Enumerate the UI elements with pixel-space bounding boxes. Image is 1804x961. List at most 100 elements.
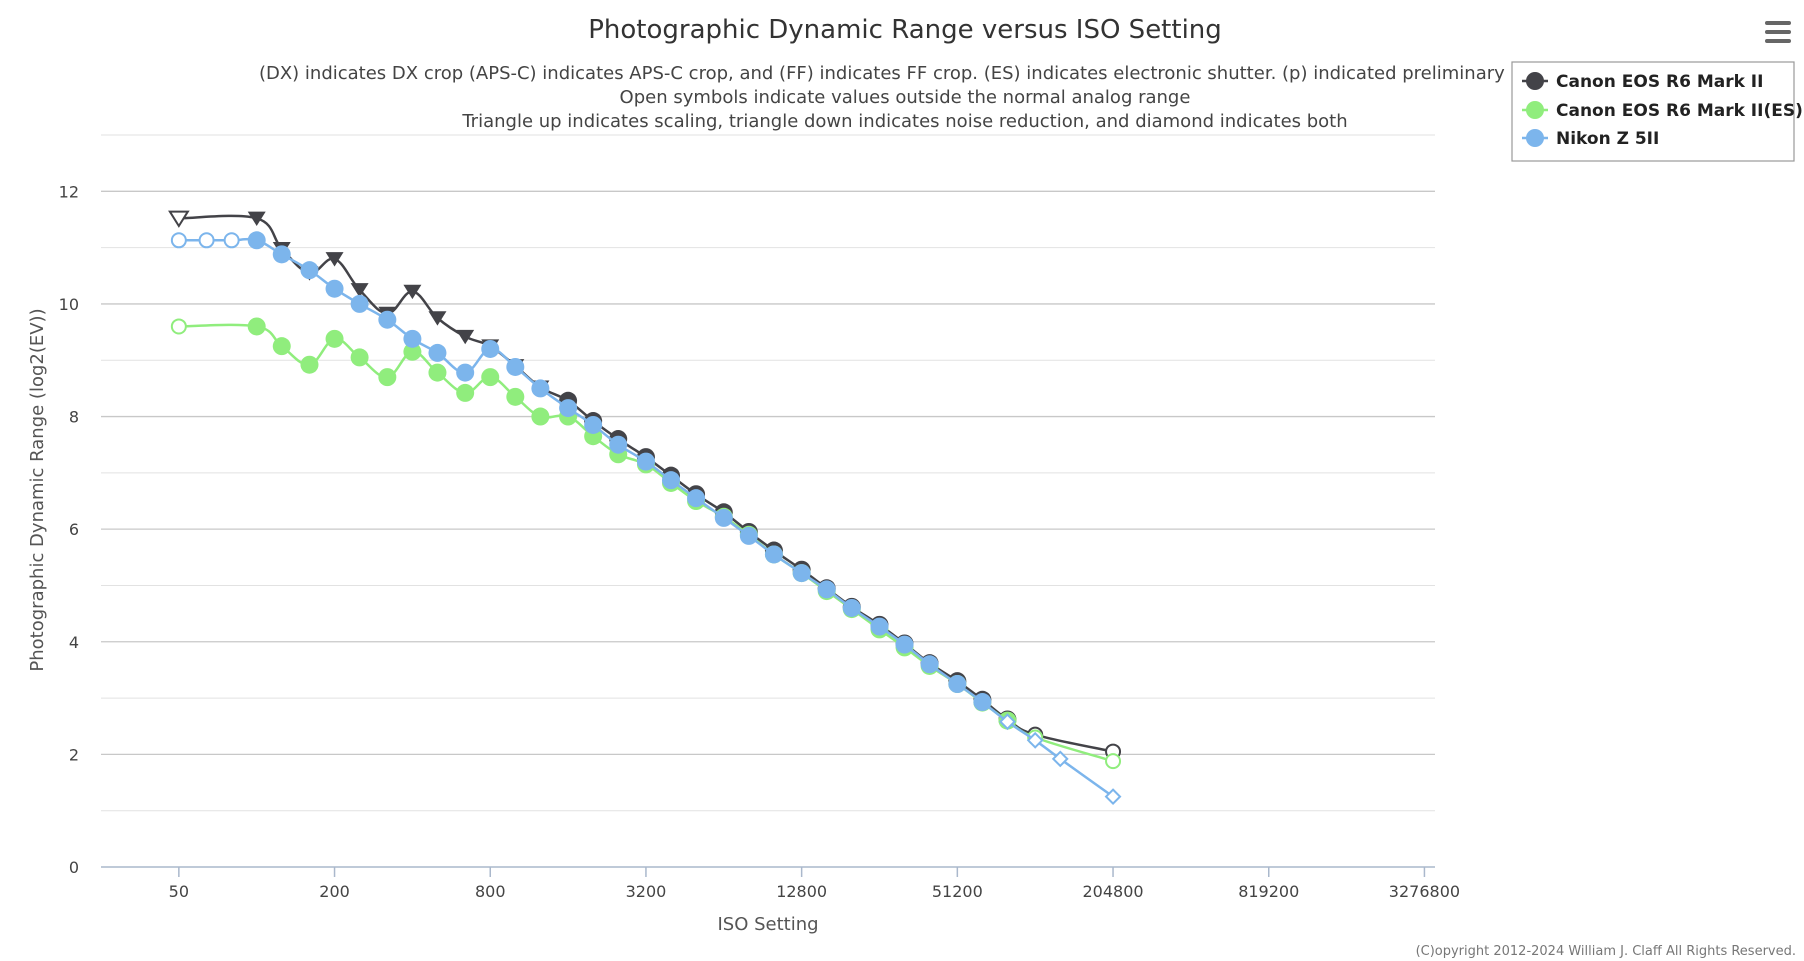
data-point (247, 211, 266, 226)
data-point (428, 363, 447, 382)
data-point (1104, 788, 1122, 806)
data-point (531, 407, 550, 426)
data-point (792, 564, 811, 583)
x-tick-label: 12800 (776, 882, 827, 901)
data-point (764, 545, 783, 564)
data-point (714, 508, 733, 527)
data-point (300, 355, 319, 374)
data-point (456, 383, 475, 402)
y-tick-label: 10 (59, 295, 79, 314)
data-point (636, 452, 655, 471)
data-point (870, 617, 889, 636)
data-point (920, 655, 939, 674)
data-point (481, 368, 500, 387)
data-point (403, 342, 422, 361)
x-tick-label: 51200 (932, 882, 983, 901)
data-point (403, 284, 422, 300)
chart-title: Photographic Dynamic Range versus ISO Se… (588, 15, 1222, 45)
data-point (325, 252, 344, 267)
data-point (973, 693, 992, 712)
data-point (999, 713, 1016, 731)
data-point (198, 232, 215, 249)
data-point (428, 311, 447, 326)
data-point (247, 231, 266, 250)
hamburger-menu-icon[interactable] (1763, 18, 1793, 48)
legend-item-canon-eos-r6-mark-ii-es[interactable]: Canon EOS R6 Mark II(ES) (1522, 101, 1803, 121)
legend-marker (1526, 129, 1544, 147)
legend-marker (1526, 72, 1544, 90)
data-point (506, 357, 525, 376)
data-point (403, 329, 422, 348)
series-layer (168, 210, 1122, 806)
data-point (609, 435, 628, 454)
chart-subtitle: (DX) indicates DX crop (APS-C) indicates… (259, 63, 1551, 132)
subtitle-line-3: Triangle up indicates scaling, triangle … (461, 111, 1347, 132)
data-point (456, 363, 475, 382)
data-point (531, 379, 550, 398)
legend-marker (1526, 101, 1544, 119)
x-tick-label: 204800 (1082, 882, 1143, 901)
data-point (739, 526, 758, 545)
y-tick-label: 0 (69, 858, 79, 877)
data-point (378, 310, 397, 329)
data-point (350, 294, 369, 313)
x-tick-label: 3200 (626, 882, 667, 901)
x-tick-label: 819200 (1238, 882, 1299, 901)
menu-bar-middle (1765, 30, 1791, 34)
data-point (456, 329, 475, 345)
data-point (1026, 731, 1044, 749)
data-point (1051, 750, 1069, 768)
y-tick-label: 2 (69, 745, 79, 764)
y-axis: 0 2 4 6 8 10 12 (59, 182, 79, 877)
data-point (662, 471, 681, 490)
legend-label: Nikon Z 5II (1556, 129, 1659, 149)
data-point (687, 489, 706, 508)
y-tick-label: 6 (69, 520, 79, 539)
copyright-credits[interactable]: (C)opyright 2012-2024 William J. Claff A… (1416, 944, 1796, 959)
data-point (584, 415, 603, 434)
data-point (247, 317, 266, 336)
x-tick-label: 200 (319, 882, 350, 901)
data-point (300, 261, 319, 280)
menu-bar-bottom (1765, 39, 1791, 43)
data-point (948, 675, 967, 693)
data-point (170, 232, 187, 249)
subtitle-line-2: Open symbols indicate values outside the… (620, 87, 1191, 108)
legend-label: Canon EOS R6 Mark II (1556, 72, 1763, 92)
y-axis-title: Photographic Dynamic Range (log2(EV)) (27, 308, 48, 671)
data-point (350, 283, 369, 298)
data-point (506, 387, 525, 406)
y-tick-label: 4 (69, 633, 79, 652)
x-axis-title: ISO Setting (717, 914, 818, 935)
data-point (559, 399, 578, 418)
data-point (1105, 753, 1122, 770)
x-tick-label: 800 (475, 882, 506, 901)
data-point (481, 339, 500, 358)
data-point (325, 279, 344, 298)
data-point (350, 348, 369, 367)
legend-box (1511, 61, 1795, 162)
data-point (168, 210, 190, 228)
subtitle-line-1: (DX) indicates DX crop (APS-C) indicates… (259, 63, 1551, 84)
legend-item-nikon-z-5ii[interactable]: Nikon Z 5II (1522, 129, 1659, 149)
x-tick-label: 50 (169, 882, 189, 901)
legend: Canon EOS R6 Mark II Canon EOS R6 Mark I… (1511, 61, 1803, 162)
legend-item-canon-eos-r6-mark-ii[interactable]: Canon EOS R6 Mark II (1522, 72, 1763, 92)
y-tick-label: 12 (59, 182, 79, 201)
menu-bar-top (1765, 21, 1791, 25)
data-point (272, 337, 291, 356)
data-point (817, 580, 836, 599)
x-tick-label: 3276800 (1389, 882, 1460, 901)
data-point (272, 245, 291, 264)
data-point (895, 635, 914, 654)
x-axis: 50 200 800 3200 12800 51200 204800 819200 327680… (101, 866, 1460, 901)
data-point (842, 598, 861, 617)
legend-label: Canon EOS R6 Mark II(ES) (1556, 101, 1803, 121)
data-point (378, 368, 397, 387)
data-point (428, 343, 447, 362)
y-tick-label: 8 (69, 408, 79, 427)
data-point (325, 329, 344, 348)
series-nikon-z-5ii (170, 231, 1122, 806)
